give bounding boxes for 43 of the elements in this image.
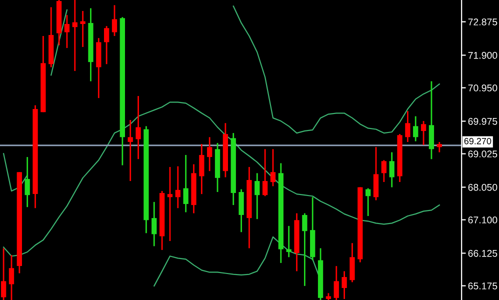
- candlestick: [128, 119, 133, 182]
- candlestick: [254, 172, 260, 220]
- candlestick: [152, 201, 157, 247]
- candlestick: [413, 116, 418, 142]
- candlestick: [80, 10, 86, 48]
- y-tick-label: 69.975: [468, 118, 498, 125]
- line-series: [3, 102, 440, 257]
- candlestick: [342, 270, 347, 300]
- candlestick: [302, 212, 308, 287]
- candlestick: [0, 248, 6, 300]
- candlestick: [112, 4, 118, 37]
- y-tick-label: 68.050: [468, 184, 498, 191]
- candlestick: [72, 0, 78, 72]
- candlestick: [8, 254, 14, 300]
- y-tick-label: 65.175: [468, 282, 498, 290]
- candlestick: [405, 110, 410, 143]
- y-tick-label: 66.125: [468, 250, 498, 257]
- candlestick: [350, 242, 355, 283]
- candlestick: [373, 146, 379, 201]
- candlestick: [175, 166, 180, 209]
- candlestick: [64, 14, 70, 49]
- candlestick: [183, 154, 188, 213]
- candlestick: [420, 120, 426, 146]
- candlestick: [167, 166, 173, 242]
- candlestick: [436, 141, 442, 153]
- y-tick-label: 69.025: [468, 150, 498, 158]
- candlestick: [136, 95, 141, 160]
- y-tick-label: 70.950: [468, 84, 498, 92]
- candlestick: [24, 156, 30, 208]
- y-tick-label: 71.900: [468, 52, 498, 59]
- candlestick: [365, 188, 371, 217]
- candlestick: [334, 265, 339, 300]
- candlestick: [199, 143, 204, 195]
- y-tick-label: 72.875: [468, 18, 498, 26]
- candlestick: [207, 136, 212, 172]
- candlestick: [389, 152, 394, 188]
- candlestick: [238, 188, 244, 233]
- candlestick: [270, 148, 276, 187]
- ref-line-label: 69.270: [464, 138, 492, 144]
- candlestick: [104, 25, 110, 65]
- y-tick-label: 67.100: [468, 216, 498, 224]
- candlestick: [381, 159, 386, 183]
- candlestick: [262, 148, 268, 197]
